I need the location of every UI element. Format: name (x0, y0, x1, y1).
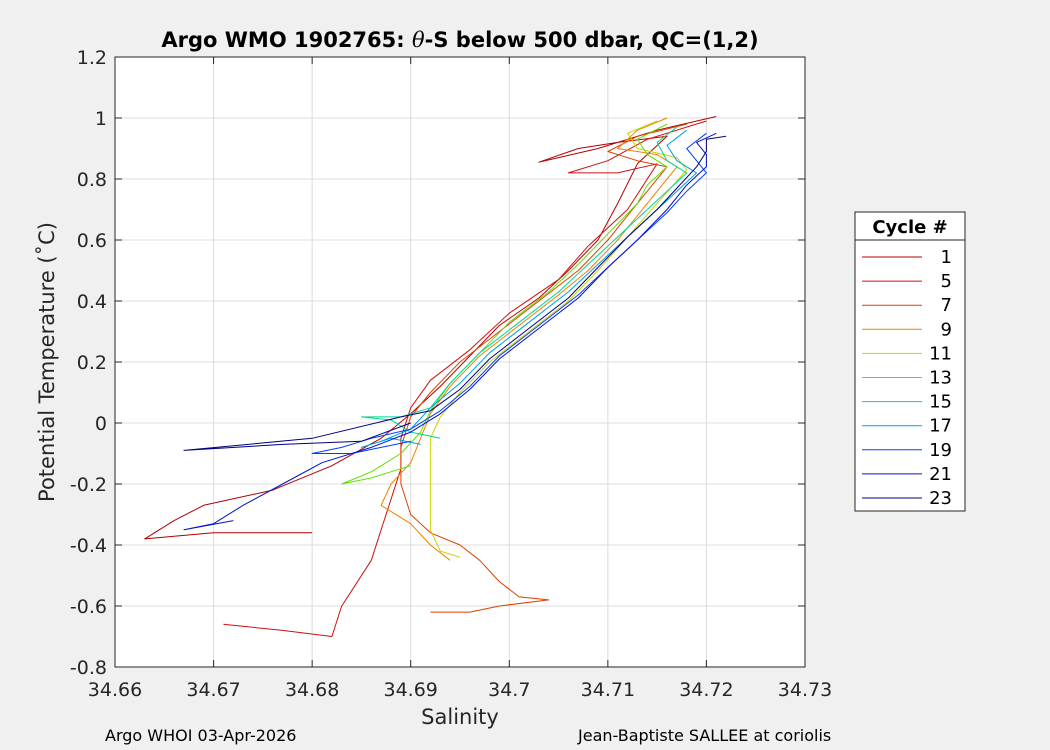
footer-left: Argo WHOI 03-Apr-2026 (105, 726, 296, 745)
y-tick-label: 1.2 (77, 47, 107, 69)
series-line-cycle-21 (183, 132, 717, 531)
legend-label-cycle-5: 5 (941, 271, 952, 292)
legend-label-cycle-15: 15 (929, 392, 952, 413)
y-tick-label: -0.6 (70, 596, 107, 618)
series-line-cycle-9 (380, 117, 678, 561)
data-lines (144, 116, 727, 637)
legend-label-cycle-17: 17 (929, 416, 952, 437)
series-line-cycle-5 (223, 120, 707, 637)
series-line-cycle-1 (144, 116, 717, 540)
legend-label-cycle-1: 1 (941, 247, 952, 268)
footer-right: Jean-Baptiste SALLEE at coriolis (577, 726, 831, 745)
x-axis-label: Salinity (421, 705, 499, 729)
legend-label-cycle-7: 7 (941, 295, 952, 316)
legend-label-cycle-13: 13 (929, 368, 952, 389)
tick-marks (114, 56, 806, 668)
chart-title-part-2: -S below 500 dbar, QC=(1,2) (425, 28, 759, 52)
x-tick-label: 34.7 (488, 679, 530, 701)
x-tick-label: 34.67 (186, 679, 240, 701)
legend-label-cycle-19: 19 (929, 440, 952, 461)
y-tick-label: -0.4 (70, 535, 107, 557)
y-tick-label: 0.2 (77, 352, 107, 374)
y-tick-label: 0.4 (77, 291, 107, 313)
y-tick-label: 1 (95, 108, 107, 130)
legend-label-cycle-11: 11 (929, 343, 952, 364)
x-tick-label: 34.66 (88, 679, 142, 701)
x-tick-label: 34.68 (285, 679, 339, 701)
y-tick-labels: 1.2 1 0.8 0.6 0.4 0.2 0 -0.2 -0.4 -0.6 -0.8 (70, 47, 107, 679)
x-tick-label: 34.72 (679, 679, 733, 701)
y-tick-label: -0.8 (70, 657, 107, 679)
series-line-cycle-15 (360, 126, 688, 439)
chart-title-theta: θ (412, 28, 425, 52)
series-line-cycle-19 (311, 132, 707, 454)
legend-title: Cycle # (872, 217, 947, 238)
y-tick-label: -0.2 (70, 474, 107, 496)
legend-label-cycle-21: 21 (929, 464, 952, 485)
y-tick-label: 0.8 (77, 169, 107, 191)
x-tick-label: 34.73 (778, 679, 832, 701)
legend-box (854, 211, 966, 512)
y-tick-label: 0 (95, 413, 107, 435)
chart-title-part-1: Argo WMO 1902765: (161, 28, 412, 52)
series-line-cycle-11 (429, 120, 688, 558)
x-tick-labels: 34.66 34.67 34.68 34.69 34.7 34.71 34.72 34.73 (88, 679, 832, 701)
chart-title: Argo WMO 1902765: θ-S below 500 dbar, QC… (161, 28, 758, 52)
x-tick-label: 34.71 (581, 679, 635, 701)
series-line-cycle-23 (183, 135, 727, 451)
legend-label-cycle-9: 9 (941, 319, 952, 340)
x-tick-label: 34.69 (384, 679, 438, 701)
y-axis-label: Potential Temperature (˚C) (35, 222, 59, 502)
series-line-cycle-13 (341, 123, 668, 485)
y-tick-label: 0.6 (77, 230, 107, 252)
legend-label-cycle-23: 23 (929, 488, 952, 509)
